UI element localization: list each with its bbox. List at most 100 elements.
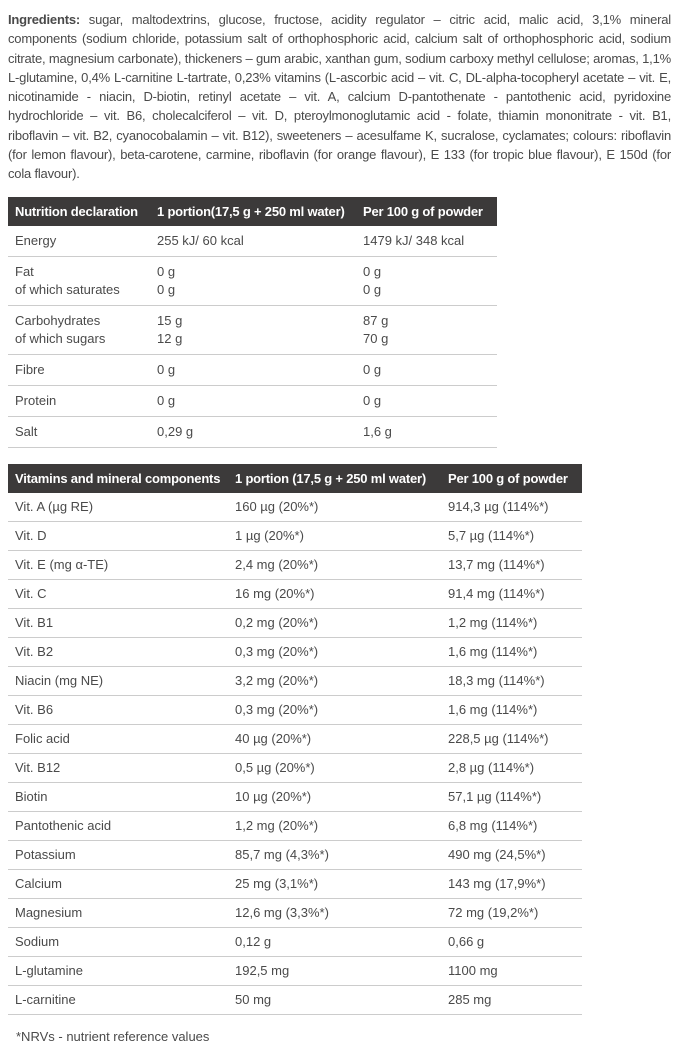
ingredients-label: Ingredients: bbox=[8, 12, 80, 27]
portion-value: 160 µg (20%*) bbox=[235, 498, 319, 514]
table-row-protein: Protein 0 g 0 g bbox=[8, 386, 497, 417]
portion-value: 12,6 mg (3,3%*) bbox=[235, 904, 329, 920]
row-label: Vit. B1 bbox=[15, 614, 54, 630]
per100-value: 1100 mg bbox=[448, 962, 498, 978]
row-label: Folic acid bbox=[15, 730, 70, 746]
portion-value: 0,29 g bbox=[157, 423, 194, 439]
table-row-vit-b6: Vit. B6 0,3 mg (20%*) 1,6 mg (114%*) bbox=[8, 696, 582, 725]
per100-value: 57,1 µg (114%*) bbox=[448, 788, 542, 804]
portion-value: 0,5 µg (20%*) bbox=[235, 759, 315, 775]
per100-value: 1479 kJ/ 348 kcal bbox=[363, 232, 465, 248]
nrv-footnote: *NRVs - nutrient reference values bbox=[16, 1028, 210, 1044]
row-label: Vit. A (µg RE) bbox=[15, 498, 94, 514]
portion-value: 40 µg (20%*) bbox=[235, 730, 312, 746]
table-row-vit-c: Vit. C 16 mg (20%*) 91,4 mg (114%*) bbox=[8, 580, 582, 609]
per100-value: 5,7 µg (114%*) bbox=[448, 527, 535, 543]
row-label: Sodium bbox=[15, 933, 60, 949]
table-row-magnesium: Magnesium 12,6 mg (3,3%*) 72 mg (19,2%*) bbox=[8, 899, 582, 928]
nutrition-table-header: Nutrition declaration 1 portion(17,5 g +… bbox=[8, 196, 497, 226]
per100-value: 2,8 µg (114%*) bbox=[448, 759, 535, 775]
header-per-100g: Per 100 g of powder bbox=[448, 470, 568, 486]
row-label: Potassium bbox=[15, 846, 76, 862]
portion-value: 10 µg (20%*) bbox=[235, 788, 312, 804]
table-row-fibre: Fibre 0 g 0 g bbox=[8, 355, 497, 386]
table-row-salt: Salt 0,29 g 1,6 g bbox=[8, 417, 497, 448]
row-label: Fibre bbox=[15, 361, 45, 377]
per100-value: 18,3 mg (114%*) bbox=[448, 672, 545, 688]
per100-value: 0 g 0 g bbox=[363, 263, 382, 297]
per100-value: 914,3 µg (114%*) bbox=[448, 498, 549, 514]
row-label: Salt bbox=[15, 423, 38, 439]
portion-value: 1,2 mg (20%*) bbox=[235, 817, 319, 833]
table-row-energy: Energy 255 kJ/ 60 kcal 1479 kJ/ 348 kcal bbox=[8, 226, 497, 257]
per100-value: 143 mg (17,9%*) bbox=[448, 875, 546, 891]
portion-value: 192,5 mg bbox=[235, 962, 290, 978]
per100-value: 1,6 mg (114%*) bbox=[448, 701, 538, 717]
portion-value: 0,2 mg (20%*) bbox=[235, 614, 319, 630]
table-row-fat: Fat of which saturates 0 g 0 g 0 g 0 g bbox=[8, 257, 497, 306]
table-row-sodium: Sodium 0,12 g 0,66 g bbox=[8, 928, 582, 957]
portion-value: 255 kJ/ 60 kcal bbox=[157, 232, 244, 248]
ingredients-text: sugar, maltodextrins, glucose, fructose,… bbox=[8, 12, 671, 182]
portion-value: 1 µg (20%*) bbox=[235, 527, 304, 543]
row-label: Protein bbox=[15, 392, 57, 408]
per100-value: 0 g bbox=[363, 392, 382, 408]
table-row-folic-acid: Folic acid 40 µg (20%*) 228,5 µg (114%*) bbox=[8, 725, 582, 754]
table-row-vit-a: Vit. A (µg RE) 160 µg (20%*) 914,3 µg (1… bbox=[8, 493, 582, 522]
header-per-portion: 1 portion (17,5 g + 250 ml water) bbox=[235, 470, 426, 486]
portion-value: 0,3 mg (20%*) bbox=[235, 643, 319, 659]
header-per-portion: 1 portion(17,5 g + 250 ml water) bbox=[157, 203, 345, 219]
table-row-niacin: Niacin (mg NE) 3,2 mg (20%*) 18,3 mg (11… bbox=[8, 667, 582, 696]
per100-value: 0 g bbox=[363, 361, 382, 377]
portion-value: 0 g bbox=[157, 392, 176, 408]
portion-value: 0 g 0 g bbox=[157, 263, 176, 297]
per100-value: 6,8 mg (114%*) bbox=[448, 817, 538, 833]
per100-value: 228,5 µg (114%*) bbox=[448, 730, 549, 746]
row-label: Vit. E (mg α-TE) bbox=[15, 556, 109, 572]
row-label: L-carnitine bbox=[15, 991, 76, 1007]
row-label: Vit. C bbox=[15, 585, 47, 601]
row-label: Fat of which saturates bbox=[15, 263, 120, 297]
portion-value: 3,2 mg (20%*) bbox=[235, 672, 319, 688]
per100-value: 13,7 mg (114%*) bbox=[448, 556, 545, 572]
table-row-biotin: Biotin 10 µg (20%*) 57,1 µg (114%*) bbox=[8, 783, 582, 812]
vitamins-minerals-table: Vitamins and mineral components 1 portio… bbox=[8, 463, 582, 1015]
per100-value: 87 g 70 g bbox=[363, 312, 389, 346]
table-row-vit-b12: Vit. B12 0,5 µg (20%*) 2,8 µg (114%*) bbox=[8, 754, 582, 783]
row-label: Biotin bbox=[15, 788, 48, 804]
row-label: Pantothenic acid bbox=[15, 817, 112, 833]
table-row-carbohydrates: Carbohydrates of which sugars 15 g 12 g … bbox=[8, 306, 497, 355]
table-row-l-carnitine: L-carnitine 50 mg 285 mg bbox=[8, 986, 582, 1015]
header-nutrition-declaration: Nutrition declaration bbox=[15, 203, 138, 219]
table-row-potassium: Potassium 85,7 mg (4,3%*) 490 mg (24,5%*… bbox=[8, 841, 582, 870]
portion-value: 16 mg (20%*) bbox=[235, 585, 315, 601]
row-label: Calcium bbox=[15, 875, 62, 891]
table-row-pantothenic-acid: Pantothenic acid 1,2 mg (20%*) 6,8 mg (1… bbox=[8, 812, 582, 841]
per100-value: 1,6 g bbox=[363, 423, 392, 439]
row-label: Vit. D bbox=[15, 527, 47, 543]
nutrition-declaration-table: Nutrition declaration 1 portion(17,5 g +… bbox=[8, 196, 497, 448]
per100-value: 91,4 mg (114%*) bbox=[448, 585, 545, 601]
header-vitamins-components: Vitamins and mineral components bbox=[15, 470, 221, 486]
row-label: L-glutamine bbox=[15, 962, 83, 978]
row-label: Carbohydrates of which sugars bbox=[15, 312, 106, 346]
per100-value: 1,2 mg (114%*) bbox=[448, 614, 538, 630]
row-label: Vit. B6 bbox=[15, 701, 54, 717]
portion-value: 0 g bbox=[157, 361, 176, 377]
portion-value: 85,7 mg (4,3%*) bbox=[235, 846, 329, 862]
per100-value: 490 mg (24,5%*) bbox=[448, 846, 546, 862]
table-row-vit-b1: Vit. B1 0,2 mg (20%*) 1,2 mg (114%*) bbox=[8, 609, 582, 638]
table-row-calcium: Calcium 25 mg (3,1%*) 143 mg (17,9%*) bbox=[8, 870, 582, 899]
per100-value: 1,6 mg (114%*) bbox=[448, 643, 538, 659]
portion-value: 0,3 mg (20%*) bbox=[235, 701, 319, 717]
table-row-l-glutamine: L-glutamine 192,5 mg 1100 mg bbox=[8, 957, 582, 986]
per100-value: 0,66 g bbox=[448, 933, 485, 949]
portion-value: 15 g 12 g bbox=[157, 312, 183, 346]
header-per-100g: Per 100 g of powder bbox=[363, 203, 483, 219]
row-label: Magnesium bbox=[15, 904, 83, 920]
row-label: Niacin (mg NE) bbox=[15, 672, 104, 688]
table-row-vit-d: Vit. D 1 µg (20%*) 5,7 µg (114%*) bbox=[8, 522, 582, 551]
vitamins-table-header: Vitamins and mineral components 1 portio… bbox=[8, 463, 582, 493]
portion-value: 0,12 g bbox=[235, 933, 272, 949]
